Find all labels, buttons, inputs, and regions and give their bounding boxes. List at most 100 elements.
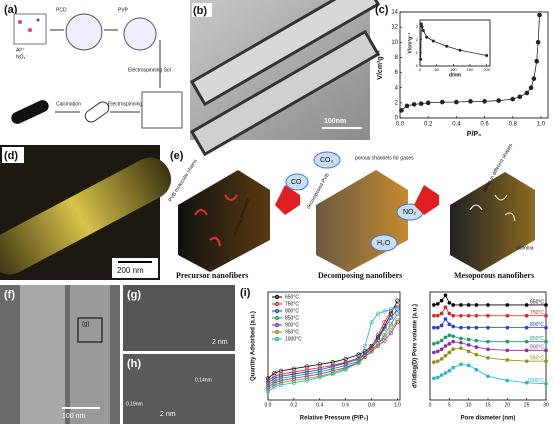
y-tick-label: 4 xyxy=(395,85,399,91)
point xyxy=(291,380,296,385)
point xyxy=(317,362,322,367)
panel-label: (d) xyxy=(4,150,18,162)
point xyxy=(432,360,436,365)
x-tick-label: 0.8 xyxy=(509,122,518,128)
series-line xyxy=(267,306,398,392)
point xyxy=(486,374,490,379)
gas-cloud xyxy=(285,173,309,191)
point xyxy=(439,298,444,303)
legend-ion: Al³⁺ xyxy=(16,47,25,53)
point xyxy=(496,98,501,103)
point xyxy=(459,336,463,341)
point xyxy=(534,58,540,64)
point xyxy=(447,369,452,373)
y-tick-label: 6 xyxy=(395,70,399,76)
x-tick-label: 0.4 xyxy=(316,402,323,408)
point xyxy=(459,362,463,367)
gas: CO xyxy=(291,179,302,186)
point xyxy=(362,354,368,359)
point xyxy=(395,302,400,308)
legend-label: 900°C xyxy=(285,322,299,328)
x-axis-label: P/P₀ xyxy=(467,131,481,138)
chains xyxy=(194,194,238,247)
panel-label: (f) xyxy=(4,289,15,301)
point xyxy=(474,352,479,357)
point xyxy=(375,337,381,342)
point xyxy=(466,337,471,342)
x-tick-label: 15 xyxy=(485,402,491,408)
x-tick-label: 0.0 xyxy=(265,402,272,408)
step-label: Electrospinning xyxy=(108,101,142,107)
point xyxy=(524,90,530,96)
scale-text: 200 nm xyxy=(117,266,144,275)
point xyxy=(439,323,444,328)
hrtem-image xyxy=(123,354,235,424)
x-tick-label: 0 xyxy=(419,67,422,72)
x-tick-label: 10 xyxy=(466,402,472,408)
point xyxy=(399,108,404,113)
panel-b: (b) 100nm xyxy=(189,0,381,157)
ion xyxy=(36,18,40,22)
point xyxy=(431,39,435,43)
point xyxy=(482,99,487,104)
point xyxy=(544,303,548,307)
gas-cloud xyxy=(313,151,341,169)
point xyxy=(439,347,444,352)
sol-cluster xyxy=(123,17,157,51)
sol-cluster xyxy=(65,13,103,51)
y-axis-label: Quantity Adsorbed (a.u.) xyxy=(251,311,257,381)
panel-a: (a) Al³⁺ NO₃⁻ PCD PVP Electrospinning So… xyxy=(4,4,183,129)
point xyxy=(528,85,534,91)
point xyxy=(458,48,462,52)
point xyxy=(388,307,394,312)
x-tick-label: 25 xyxy=(524,402,530,408)
point xyxy=(474,338,479,343)
point xyxy=(388,315,394,321)
point xyxy=(395,317,400,323)
series-line xyxy=(267,313,398,386)
arrow xyxy=(275,185,300,215)
point xyxy=(388,327,394,332)
point xyxy=(454,99,459,105)
legend-ion: NO₃⁻ xyxy=(16,54,29,60)
arrow xyxy=(414,185,439,215)
point xyxy=(419,22,423,26)
x-axis-label: Relative Pressure (P/P₀) xyxy=(300,416,368,422)
scale-text: 100nm xyxy=(324,118,346,125)
point xyxy=(439,338,444,343)
y-tick-label: 2 xyxy=(395,100,399,106)
point xyxy=(439,99,445,105)
spinning-box xyxy=(141,91,183,129)
point xyxy=(375,333,381,338)
point xyxy=(330,371,335,377)
point xyxy=(388,322,394,327)
point xyxy=(510,96,516,102)
point xyxy=(375,311,381,316)
point xyxy=(432,342,436,346)
point xyxy=(466,325,471,330)
panel-label: (c) xyxy=(375,4,389,16)
scale-text: 2 nm xyxy=(160,411,176,418)
y-tick-label: 14 xyxy=(391,10,398,16)
point xyxy=(432,303,436,307)
point xyxy=(382,338,387,343)
scale-text: 2 nm xyxy=(212,339,228,346)
fiber xyxy=(189,0,381,107)
point xyxy=(435,302,440,306)
y-axis-label: V/cm³g⁻¹ xyxy=(377,50,384,80)
spacing: 0.14nm xyxy=(195,377,212,383)
x-tick-label: 50 xyxy=(434,67,439,72)
series-line xyxy=(267,322,398,388)
x-tick-label: 0.6 xyxy=(342,402,349,408)
point xyxy=(272,384,277,390)
point xyxy=(432,350,436,355)
series-line xyxy=(267,319,398,390)
point xyxy=(272,370,277,376)
box-label: (g) xyxy=(82,322,89,328)
gas: H₂O xyxy=(377,240,391,247)
y-tick-label: 1 xyxy=(416,50,419,55)
point xyxy=(486,313,490,318)
point xyxy=(459,303,463,307)
x-tick-label: 0.0 xyxy=(396,122,405,128)
point xyxy=(544,339,548,344)
